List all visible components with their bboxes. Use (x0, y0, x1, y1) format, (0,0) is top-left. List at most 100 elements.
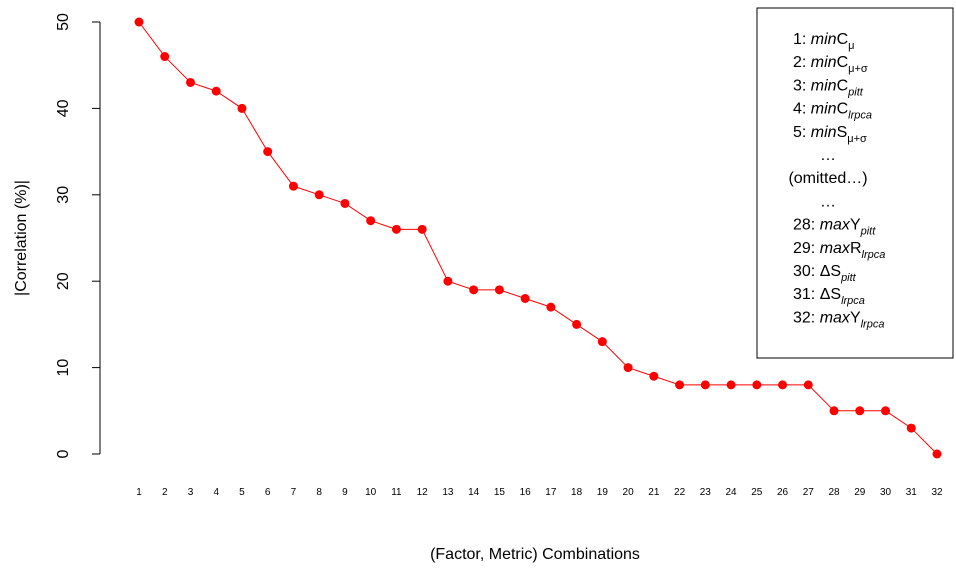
legend-symbol: C (837, 77, 849, 94)
legend-subscript: pitt (860, 226, 877, 238)
x-tick-label: 11 (391, 487, 402, 498)
legend-subscript: lrpca (841, 295, 865, 307)
x-tick-label: 16 (520, 487, 532, 498)
x-tick-label: 6 (265, 487, 271, 498)
x-tick-label: 30 (880, 487, 892, 498)
x-tick-label: 10 (365, 487, 377, 498)
legend-symbol: Y (850, 217, 861, 234)
data-point (134, 17, 144, 27)
legend-italic: max (820, 240, 851, 257)
x-tick-label: 32 (931, 487, 943, 498)
data-point (752, 380, 762, 390)
legend-entry: 2: minCμ+σ (793, 54, 868, 75)
legend-text: … (820, 193, 836, 210)
legend-number: 32: (793, 309, 815, 326)
legend-symbol: ΔS (820, 263, 841, 280)
legend-entry: 29: maxRlrpca (793, 240, 885, 261)
x-tick-label: 15 (494, 487, 506, 498)
legend-symbol: Y (850, 309, 861, 326)
legend-subscript: pitt (840, 272, 857, 284)
data-point (237, 103, 247, 113)
data-point (391, 224, 401, 234)
legend-box (756, 7, 954, 359)
data-point (185, 77, 195, 87)
x-tick-label: 19 (597, 487, 609, 498)
x-tick-label: 24 (726, 487, 738, 498)
legend-entry: 32: maxYlrpca (793, 309, 884, 330)
x-tick-label: 8 (316, 487, 322, 498)
legend-subscript: lrpca (861, 318, 885, 330)
legend-symbol: R (850, 240, 862, 257)
y-tick-label: 50 (55, 13, 72, 31)
legend-subscript: μ+σ (847, 133, 867, 145)
legend-number: 1: (793, 31, 806, 48)
data-point (829, 406, 839, 416)
legend-number: 28: (793, 217, 815, 234)
y-tick-label: 20 (55, 272, 72, 290)
data-point (494, 285, 504, 295)
legend-subscript: lrpca (848, 110, 872, 122)
y-tick-label: 40 (55, 99, 72, 117)
data-point (469, 285, 479, 295)
y-tick-label: 10 (55, 359, 72, 377)
x-tick-label: 5 (239, 487, 245, 498)
legend-entry: 3: minCpitt (793, 77, 864, 98)
x-tick-label: 26 (777, 487, 789, 498)
data-point (263, 147, 273, 157)
x-tick-label: 7 (291, 487, 297, 498)
legend-text: … (820, 147, 836, 164)
x-tick-label: 12 (417, 487, 429, 498)
legend-symbol: C (837, 54, 849, 71)
data-point (520, 293, 530, 303)
legend-entry: 4: minClrpca (793, 101, 872, 122)
data-point (366, 216, 376, 226)
legend-entry: 5: minSμ+σ (793, 124, 867, 145)
legend-italic: min (811, 31, 837, 48)
data-point (778, 380, 788, 390)
x-tick-label: 21 (648, 487, 660, 498)
legend-subscript: lrpca (862, 249, 886, 261)
data-point (932, 449, 942, 459)
data-point (700, 380, 710, 390)
legend-symbol: C (837, 101, 849, 118)
y-tick-label: 30 (55, 186, 72, 204)
x-axis-title: (Factor, Metric) Combinations (430, 546, 640, 563)
x-tick-label: 14 (468, 487, 480, 498)
data-point (881, 406, 891, 416)
legend-italic: min (811, 77, 837, 94)
x-tick-label: 22 (674, 487, 686, 498)
data-point (160, 52, 170, 62)
y-tick-label: 0 (55, 449, 72, 458)
legend-text: (omitted…) (788, 170, 867, 187)
legend-number: 31: (793, 286, 815, 303)
data-point (546, 302, 556, 312)
legend-italic: max (820, 217, 851, 234)
data-point (572, 319, 582, 329)
x-tick-label: 28 (828, 487, 840, 498)
data-point (340, 198, 350, 208)
x-tick-label: 20 (623, 487, 635, 498)
x-tick-label: 27 (803, 487, 815, 498)
x-tick-label: 25 (751, 487, 763, 498)
legend-entry: 1: minCμ (793, 31, 854, 52)
data-point (288, 181, 298, 191)
data-point (906, 423, 916, 433)
data-point (314, 190, 324, 200)
x-tick-label: 29 (854, 487, 866, 498)
legend-italic: min (811, 101, 837, 118)
legend-number: 29: (793, 240, 815, 257)
x-tick-label: 2 (162, 487, 168, 498)
x-tick-label: 18 (571, 487, 583, 498)
x-tick-label: 1 (136, 487, 142, 498)
x-tick-label: 23 (700, 487, 712, 498)
x-tick-label: 9 (342, 487, 348, 498)
legend-italic: min (811, 124, 837, 141)
data-point (675, 380, 685, 390)
y-axis-title: |Correlation (%)| (13, 180, 30, 296)
legend-subscript: μ+σ (848, 63, 868, 75)
x-tick-label: 4 (213, 487, 219, 498)
data-point (623, 363, 633, 373)
x-tick-label: 17 (545, 487, 557, 498)
legend-symbol: S (837, 124, 848, 141)
